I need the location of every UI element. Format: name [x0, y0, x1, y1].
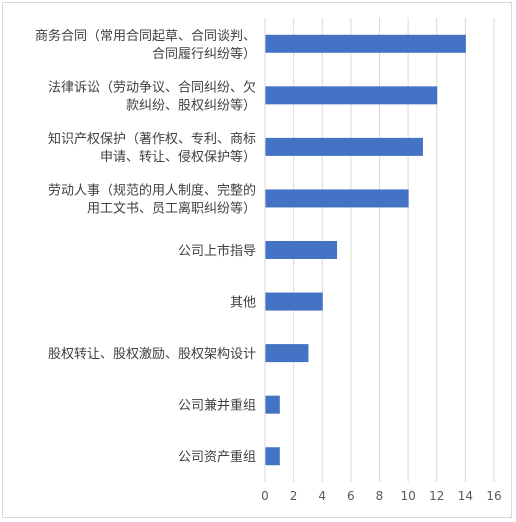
x-tick-label: 16 [486, 489, 501, 503]
category-label: 商务合同（常用合同起草、合同谈判、 [35, 28, 256, 44]
x-tick-label: 14 [458, 489, 473, 503]
bar [265, 344, 309, 363]
category-label: 申请、转让、侵权保护等） [100, 149, 256, 165]
bar [265, 395, 280, 414]
category-label: 公司资产重组 [178, 449, 256, 465]
category-label: 其他 [230, 296, 256, 311]
x-tick-label: 12 [429, 489, 444, 503]
bar [265, 447, 280, 466]
category-label: 股权转让、股权激励、股权架构设计 [48, 346, 256, 362]
x-tick-label: 2 [290, 489, 298, 503]
x-axis-ticks: 0 2 4 6 8 10 12 14 16 [261, 489, 501, 503]
category-labels: 商务合同（常用合同起草、合同谈判、合同履行纠纷等） 法律诉讼（劳动争议、合同纠纷、… [35, 28, 256, 465]
bar [265, 137, 423, 156]
x-tick-label: 8 [376, 489, 384, 503]
bar-layer [265, 34, 466, 466]
bar [265, 241, 338, 259]
x-tick-label: 4 [318, 489, 326, 503]
x-tick-label: 10 [400, 489, 415, 503]
x-tick-label: 0 [261, 489, 269, 503]
bar [265, 292, 323, 311]
category-label: 公司上市指导 [178, 243, 256, 259]
x-tick-label: 6 [347, 489, 355, 503]
bar [265, 189, 409, 208]
category-label: 用工文书、员工离职纠纷等） [87, 200, 256, 216]
bar [265, 86, 438, 105]
category-label: 款纠纷、股权纠纷等） [126, 97, 256, 113]
category-label: 公司兼并重组 [178, 398, 256, 414]
category-label: 法律诉讼（劳动争议、合同纠纷、欠 [48, 79, 256, 95]
bar [265, 34, 466, 53]
category-label: 知识产权保护（著作权、专利、商标 [48, 131, 256, 147]
category-label: 劳动人事（规范的用人制度、完整的 [48, 182, 256, 198]
category-label: 合同履行纠纷等） [152, 46, 256, 62]
